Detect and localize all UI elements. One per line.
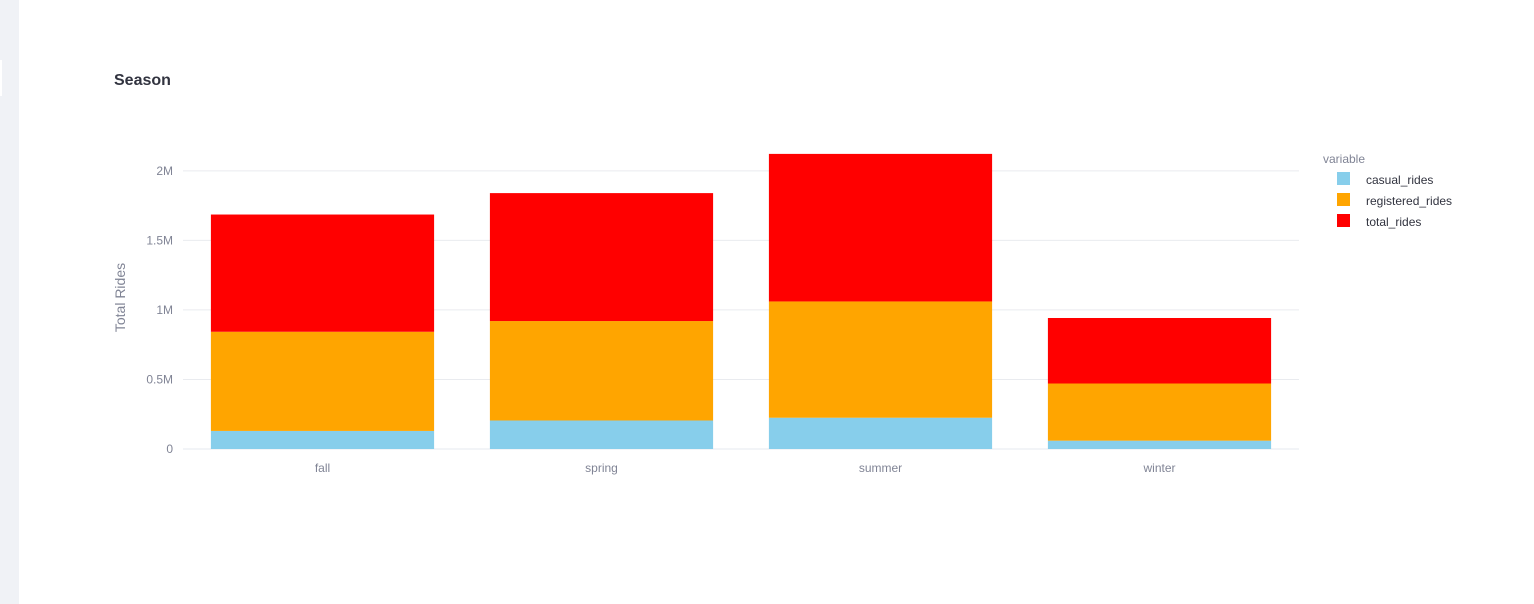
bar-total-rides-winter [1047, 317, 1272, 384]
legend-swatch-total-rides [1337, 214, 1350, 227]
legend-title: variable [1323, 152, 1365, 166]
y-axis-title: Total Rides [112, 263, 128, 332]
legend-label-casual-rides: casual_rides [1366, 173, 1433, 187]
x-tick-label: winter [1142, 461, 1175, 475]
bar-total-rides-fall [210, 214, 435, 332]
bar-total-rides-summer [768, 153, 993, 302]
x-tick-label: fall [315, 461, 330, 475]
bar-casual-rides-winter [1047, 440, 1272, 449]
bar-total-rides-spring [489, 193, 714, 322]
x-tick-label: summer [859, 461, 902, 475]
bar-casual-rides-spring [489, 420, 714, 449]
x-axis: fall spring summer winter [315, 461, 1176, 475]
bar-casual-rides-fall [210, 430, 435, 449]
legend: variable casual_rides registered_ridestot… [1323, 152, 1452, 229]
sidebar-collapse-handle[interactable] [0, 60, 2, 96]
bar-registered-rides-summer [768, 301, 993, 418]
legend-label-registered-rides: registered_rides [1366, 194, 1452, 208]
bar-registered-rides-spring [489, 321, 714, 421]
legend-swatch-casual-rides [1337, 172, 1350, 185]
y-tick-label: 0 [166, 442, 173, 456]
chart-title: Season [114, 72, 171, 89]
y-tick-label: 1.5M [146, 233, 173, 247]
y-axis: 0 0.5M 1M 1.5M 2M [146, 164, 173, 456]
bar-registered-rides-fall [210, 331, 435, 431]
y-tick-label: 1M [156, 303, 173, 317]
bar-registered-rides-winter [1047, 383, 1272, 441]
legend-swatch-registered-rides [1337, 193, 1350, 206]
bar-casual-rides-summer [768, 417, 993, 449]
y-tick-label: 2M [156, 164, 173, 178]
y-tick-label: 0.5M [146, 372, 173, 386]
legend-label-total-rides: total_rides [1366, 215, 1421, 229]
sidebar-strip [0, 0, 19, 604]
bars [210, 153, 1272, 449]
x-tick-label: spring [585, 461, 618, 475]
